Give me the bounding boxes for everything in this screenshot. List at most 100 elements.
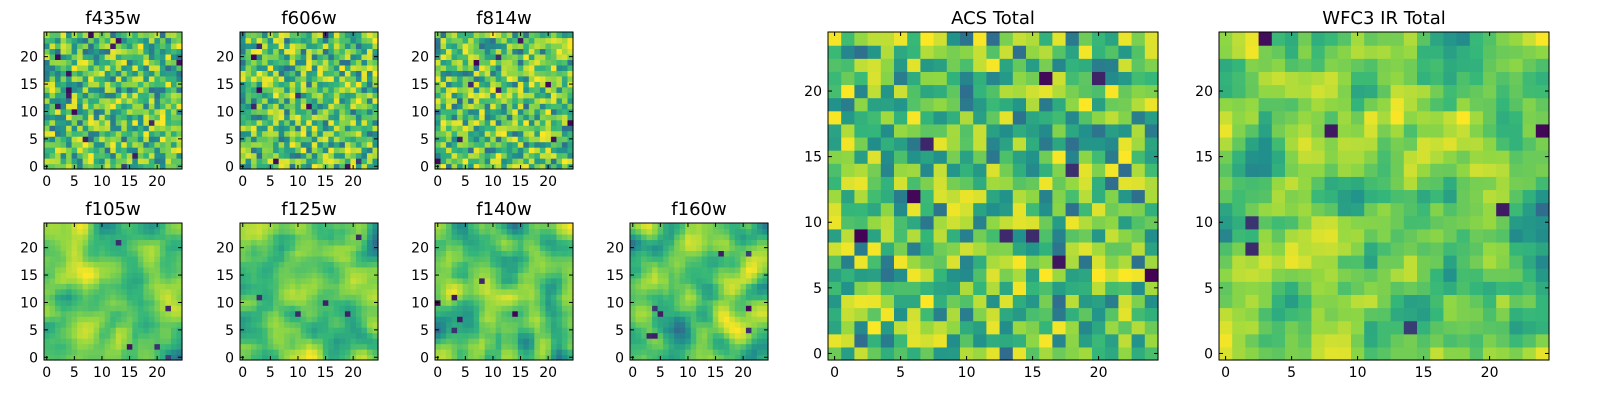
heatmap-cell: [1026, 255, 1040, 269]
heatmap-cell: [116, 261, 122, 267]
heatmap-cell: [273, 98, 279, 104]
heatmap-cell: [1118, 203, 1132, 217]
heatmap-cell: [61, 333, 67, 339]
heatmap-cell: [50, 344, 56, 350]
heatmap-cell: [1013, 163, 1027, 177]
heatmap-cell: [301, 228, 307, 234]
heatmap-cell: [127, 245, 133, 251]
heatmap-cell: [973, 216, 987, 230]
heatmap-cell: [345, 32, 351, 38]
heatmap-cell: [77, 142, 83, 148]
heatmap-cell: [251, 300, 257, 306]
heatmap-cell: [110, 125, 116, 131]
heatmap-cell: [457, 81, 463, 87]
heatmap-cell: [66, 256, 72, 262]
heatmap-cell: [518, 120, 524, 126]
heatmap-cell: [339, 316, 345, 322]
heatmap-cell: [474, 153, 480, 159]
heatmap-cell: [105, 267, 111, 273]
heatmap-cell: [735, 344, 741, 350]
heatmap-cell: [947, 334, 961, 348]
heatmap-cell: [262, 349, 268, 355]
heatmap-cell: [669, 272, 675, 278]
heatmap-cell: [501, 158, 507, 164]
heatmap-cell: [724, 338, 730, 344]
heatmap-cell: [295, 267, 301, 273]
heatmap-cell: [66, 92, 72, 98]
heatmap-cell: [257, 54, 263, 60]
heatmap-cell: [246, 234, 252, 240]
heatmap-cell: [507, 125, 513, 131]
heatmap-cell: [284, 48, 290, 54]
heatmap-cell: [641, 300, 647, 306]
heatmap-cell: [529, 43, 535, 49]
heatmap-cell: [268, 289, 274, 295]
heatmap-cell: [751, 283, 757, 289]
heatmap-cell: [474, 158, 480, 164]
heatmap-cell: [474, 48, 480, 54]
heatmap-cell: [55, 294, 61, 300]
heatmap-cell: [127, 256, 133, 262]
heatmap-cell: [143, 250, 149, 256]
heatmap-cell: [160, 239, 166, 245]
heatmap-cell: [551, 59, 557, 65]
heatmap-cell: [1079, 281, 1093, 295]
heatmap-cell: [273, 311, 279, 317]
heatmap-cell: [149, 81, 155, 87]
heatmap-cell: [441, 223, 447, 229]
heatmap-cell: [757, 234, 763, 240]
heatmap-cell: [696, 349, 702, 355]
heatmap-cell: [105, 142, 111, 148]
heatmap-cell: [696, 239, 702, 245]
heatmap-cell: [127, 59, 133, 65]
heatmap-cell: [88, 245, 94, 251]
heatmap-cell: [545, 43, 551, 49]
heatmap-cell: [116, 289, 122, 295]
heatmap-cell: [339, 70, 345, 76]
heatmap-cell: [83, 131, 89, 137]
heatmap-cell: [55, 289, 61, 295]
heatmap-cell: [72, 338, 78, 344]
heatmap-cell: [452, 300, 458, 306]
heatmap-cell: [339, 305, 345, 311]
heatmap-cell: [647, 234, 653, 240]
heatmap-cell: [334, 305, 340, 311]
heatmap-cell: [894, 334, 908, 348]
heatmap-cell: [658, 322, 664, 328]
heatmap-cell: [165, 103, 171, 109]
heatmap-cell: [262, 43, 268, 49]
heatmap-cell: [165, 153, 171, 159]
heatmap-cell: [746, 239, 752, 245]
heatmap-cell: [361, 333, 367, 339]
heatmap-cell: [490, 147, 496, 153]
heatmap-cell: [534, 283, 540, 289]
heatmap-cell: [1013, 268, 1027, 282]
heatmap-cell: [496, 37, 502, 43]
heatmap-cell: [138, 103, 144, 109]
heatmap-cell: [556, 125, 562, 131]
heatmap-cell: [61, 344, 67, 350]
heatmap-cell: [295, 103, 301, 109]
heatmap-cell: [99, 283, 105, 289]
heatmap-cell: [345, 153, 351, 159]
heatmap-cell: [540, 223, 546, 229]
heatmap-cell: [474, 289, 480, 295]
heatmap-cell: [696, 327, 702, 333]
heatmap-cell: [105, 136, 111, 142]
heatmap-cell: [540, 48, 546, 54]
heatmap-cell: [110, 338, 116, 344]
heatmap-cell: [501, 37, 507, 43]
heatmap-cell: [323, 92, 329, 98]
heatmap-cell: [105, 234, 111, 240]
heatmap-cell: [713, 289, 719, 295]
heatmap-cell: [257, 147, 263, 153]
heatmap-cell: [746, 228, 752, 234]
heatmap-cell: [121, 316, 127, 322]
heatmap-cell: [240, 120, 246, 126]
heatmap-cell: [463, 65, 469, 71]
heatmap-cell: [545, 142, 551, 148]
heatmap-cell: [485, 245, 491, 251]
heatmap-cell: [77, 250, 83, 256]
heatmap-cell: [94, 32, 100, 38]
heatmap-cell: [323, 300, 329, 306]
